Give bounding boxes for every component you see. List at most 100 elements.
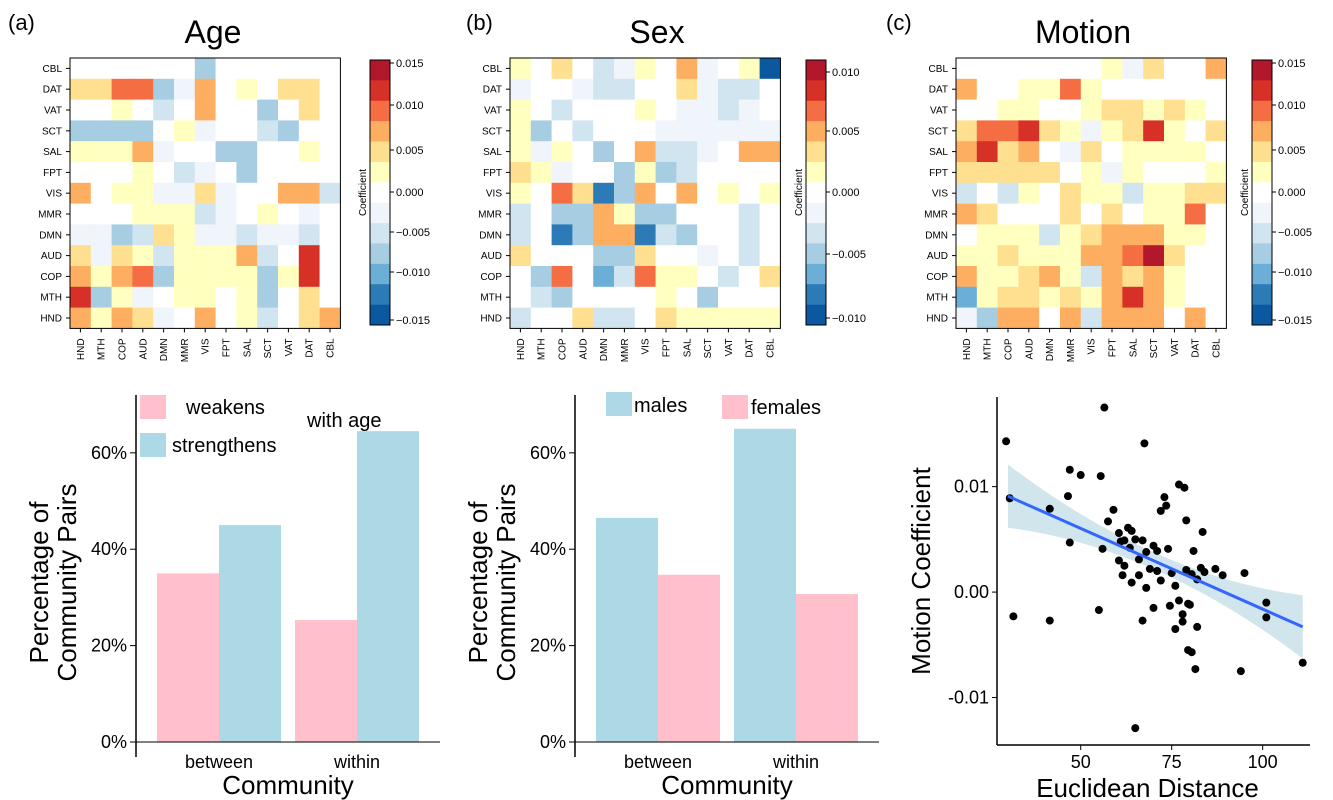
heatmap-row-label: VAT [930,106,948,117]
heatmap-cell [1039,78,1061,100]
panel-label-a: (a) [8,10,35,35]
heatmap-cell [976,120,998,142]
heatmap-cell [697,307,719,329]
heatmap-cell [738,78,760,100]
data-point [1162,501,1171,510]
heatmap-row-label: CBL [43,64,63,75]
heatmap-cell [738,224,760,246]
heatmap-row-label: AUD [41,251,62,262]
heatmap-col-label: VAT [1170,338,1181,356]
heatmap-cell [111,203,133,225]
data-point [1120,561,1129,570]
heatmap-cell [738,58,760,80]
heatmap-cell [1060,307,1082,329]
heatmap-cell [70,58,92,80]
heatmap-cell [215,58,237,80]
heatmap-cell [530,307,552,329]
x-tick-label: within [772,752,819,772]
colorbar-band [806,100,826,122]
heatmap-cell [676,224,698,246]
heatmap-sex: CBL DAT VAT SCT SAL FPT VIS MMR DMN AUD COP MTH HND H… [478,57,866,362]
heatmap-row-label: DMN [925,230,948,241]
colorbar-band [1252,100,1272,122]
heatmap-cell [1060,286,1082,308]
heatmap-cell [1018,162,1040,184]
heatmap-cell [278,224,300,246]
heatmap-cell [194,78,216,100]
data-point [1164,544,1173,553]
panel-label-c: (c) [886,10,912,35]
heatmap-cell [257,266,279,288]
heatmap-col-label: CBL [1212,338,1223,358]
heatmap-row-label: SCT [482,126,502,137]
heatmap-cell [593,182,615,204]
heatmap-cell [1205,245,1227,267]
x-tick-label: 100 [1248,752,1278,772]
regression-line [1007,494,1304,629]
heatmap-cell [132,245,154,267]
heatmap-cell [174,99,196,121]
colorbar-band [1252,243,1272,265]
heatmap-col-label: SAL [682,338,693,357]
heatmap-col-label: HND [76,338,87,360]
heatmap-cell [1184,58,1206,80]
heatmap-cell [1205,286,1227,308]
heatmap-cell [634,266,656,288]
heatmap-row-label: SAL [483,147,502,158]
heatmap-cell [278,58,300,80]
heatmap-cell [1143,58,1165,80]
colorbar-band [1252,263,1272,285]
heatmap-col-label: COP [118,338,129,360]
heatmap-cell [676,141,698,163]
heatmap-cell [510,58,532,80]
data-point [1178,610,1187,619]
heatmap-cell [1122,266,1144,288]
heatmap-cell [614,224,636,246]
y-tick-label: 20% [91,636,127,656]
colorbar-band [1252,202,1272,224]
heatmap-cell [1143,162,1165,184]
heatmap-cell [319,99,341,121]
heatmap-cell [90,120,112,142]
heatmap-row-label: COP [40,272,62,283]
heatmap-col-label: MTH [983,338,994,360]
heatmap-cell [1018,78,1040,100]
heatmap-cell [634,58,656,80]
y-axis-label: Motion Coefficient [906,466,936,674]
data-point [1114,529,1123,538]
heatmap-cell [530,99,552,121]
heatmap-cell [298,286,320,308]
heatmap-cell [997,286,1019,308]
heatmap-cell [572,307,594,329]
heatmap-cell [257,245,279,267]
data-point [1100,403,1109,412]
heatmap-cell [1143,307,1165,329]
heatmap-cell [1060,99,1082,121]
heatmap-cell [572,120,594,142]
heatmap-cell [759,78,781,100]
heatmap-cell [298,307,320,329]
heatmap-cell [614,120,636,142]
colorbar-band [1252,80,1272,102]
heatmap-cell [1060,224,1082,246]
heatmap-cell [614,286,636,308]
heatmap-cell [278,141,300,163]
heatmap-cell [90,182,112,204]
data-point [1236,667,1245,676]
heatmap-cell [70,224,92,246]
heatmap-cell [1205,307,1227,329]
heatmap-cell [111,224,133,246]
heatmap-cell [759,182,781,204]
heatmap-cell [153,286,175,308]
heatmap-cell [1101,162,1123,184]
heatmap-cell [1060,141,1082,163]
heatmap-cell [1184,120,1206,142]
heatmap-cell [1205,182,1227,204]
heatmap-cell [153,203,175,225]
heatmap-cell [655,182,677,204]
heatmap-cell [174,182,196,204]
heatmap-cell [236,307,258,329]
heatmap-cell [738,245,760,267]
y-tick-label: 20% [530,636,566,656]
heatmap-cell [1205,78,1227,100]
